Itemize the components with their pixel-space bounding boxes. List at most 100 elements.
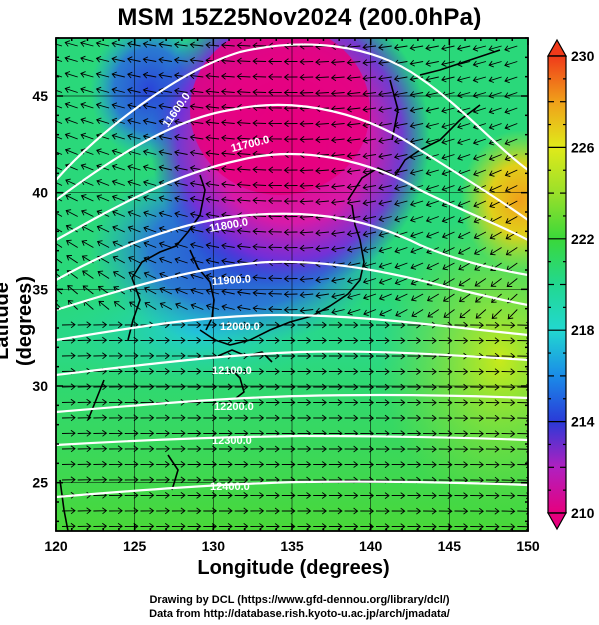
wind-arrow (205, 211, 220, 219)
wind-arrow (473, 200, 487, 208)
wind-arrow (362, 152, 377, 160)
wind-arrow (65, 193, 78, 202)
wind-arrow (82, 285, 94, 295)
wind-arrow (111, 86, 125, 94)
wind-arrow (488, 169, 502, 177)
wind-arrow (328, 383, 343, 391)
wind-arrow (236, 165, 251, 173)
colorbar-label: 222 (571, 231, 595, 247)
wind-arrow (56, 105, 63, 109)
wind-arrow (297, 414, 312, 422)
wind-arrow (313, 492, 327, 499)
wind-arrow (344, 414, 359, 422)
wind-arrow (156, 461, 170, 468)
wind-arrow (299, 167, 314, 174)
wind-arrow (142, 56, 157, 64)
wind-arrow (77, 445, 92, 453)
wind-arrow (423, 399, 437, 406)
wind-arrow (425, 106, 439, 114)
wind-arrow (252, 166, 267, 173)
wind-arrow (97, 285, 110, 295)
wind-arrow (504, 76, 518, 84)
wind-arrow (64, 132, 78, 140)
wind-arrow (236, 227, 251, 235)
wind-arrow (266, 399, 280, 406)
wind-arrow (488, 107, 502, 115)
wind-arrow (250, 492, 265, 499)
wind-arrow (144, 301, 157, 310)
wind-arrow (281, 368, 296, 375)
wind-arrow (203, 321, 218, 329)
wind-arrow (174, 180, 188, 187)
wind-arrow (330, 89, 345, 97)
wind-arrow (454, 321, 469, 329)
wind-arrow (250, 430, 265, 437)
wind-arrow (488, 154, 502, 162)
wind-arrow (485, 337, 500, 345)
wind-arrow (281, 461, 296, 468)
wind-arrow (485, 321, 500, 329)
wind-arrow (187, 352, 202, 360)
colorbar: 230 226 222 218 214 210 (546, 38, 595, 531)
wind-arrow (174, 103, 188, 110)
wind-arrow (394, 200, 408, 207)
height-contours (56, 43, 528, 499)
wind-arrow (283, 244, 298, 252)
wind-arrow (218, 492, 233, 499)
wind-arrow (488, 92, 502, 99)
wind-arrow (360, 461, 375, 468)
wind-arrow (111, 163, 125, 171)
wind-arrow (441, 231, 455, 239)
wind-arrow (490, 278, 502, 287)
wind-arrow (344, 461, 359, 468)
wind-arrow (360, 399, 375, 406)
wind-arrow (425, 75, 439, 83)
wind-arrow (360, 337, 375, 344)
wind-arrow (220, 57, 235, 65)
wind-arrow (501, 461, 516, 469)
wind-arrow (111, 179, 125, 186)
wind-arrow (454, 399, 469, 406)
wind-arrow (142, 133, 157, 141)
wind-arrow (187, 337, 202, 344)
wind-arrow (205, 72, 220, 80)
wind-arrow (250, 399, 265, 406)
wind-arrow (140, 383, 155, 391)
wind-arrow (236, 73, 251, 80)
wind-arrow (187, 383, 202, 391)
wind-arrow (472, 60, 487, 68)
wind-arrow (391, 507, 406, 515)
credit-data-source: Data from http://database.rish.kyoto-u.a… (149, 608, 450, 620)
wind-arrow (283, 73, 298, 81)
wind-arrow (313, 507, 327, 515)
wind-arrow (268, 135, 282, 143)
wind-arrow (378, 293, 392, 301)
wind-arrow (109, 460, 123, 468)
wind-arrow (61, 383, 76, 391)
wind-arrow (328, 461, 343, 468)
wind-arrow (391, 492, 406, 499)
wind-arrow (488, 60, 502, 68)
wind-arrow (268, 305, 282, 313)
wind-arrow (328, 321, 343, 329)
wind-arrow (470, 321, 484, 329)
wind-arrow (409, 59, 424, 67)
wind-arrow (218, 445, 233, 453)
wind-arrow (158, 256, 173, 264)
wind-arrow (425, 91, 439, 98)
wind-arrow (501, 492, 516, 500)
wind-arrow (189, 103, 204, 111)
wind-arrow (442, 293, 455, 302)
wind-arrow (174, 195, 188, 203)
wind-arrow (236, 304, 251, 312)
wind-arrow (234, 507, 249, 515)
wind-arrow (236, 196, 251, 204)
wind-arrow (61, 398, 76, 406)
wind-arrow (423, 492, 437, 499)
wind-arrow (221, 181, 235, 188)
wind-arrow (425, 138, 439, 145)
wind-arrow (266, 492, 280, 499)
wind-arrow (375, 414, 390, 422)
wind-arrow (156, 507, 170, 515)
wind-arrow (281, 414, 296, 422)
